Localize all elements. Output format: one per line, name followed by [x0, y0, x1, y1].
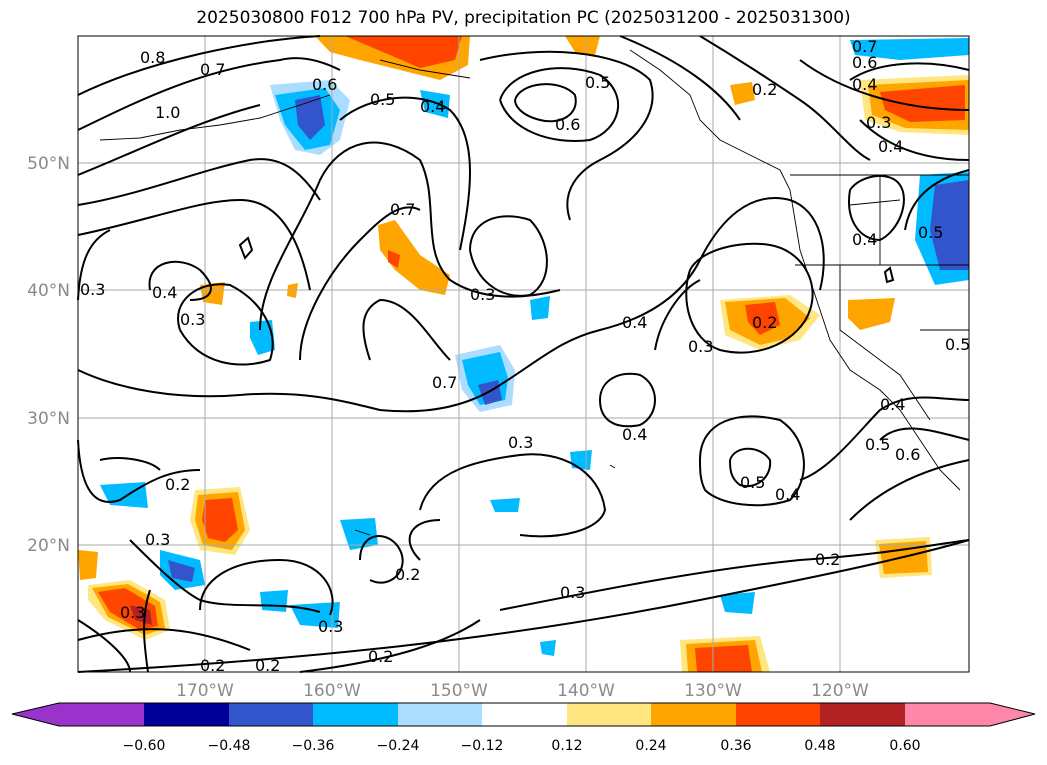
contour-label: 0.7 [852, 37, 877, 56]
latitude-labels: 50°N 40°N 30°N 20°N [27, 154, 70, 556]
colorbar-bin [567, 703, 651, 726]
lon-label: 120°W [811, 681, 869, 701]
contour-label: 0.4 [152, 283, 177, 302]
colorbar-tick: −0.12 [461, 738, 504, 754]
contour-label: 0.5 [945, 335, 970, 354]
contour-label: 0.7 [432, 373, 457, 392]
contour-label: 0.5 [865, 435, 890, 454]
lat-label: 40°N [27, 281, 70, 301]
contour-label: 0.2 [752, 80, 777, 99]
contour-label: 0.2 [165, 475, 190, 494]
contour-label: 0.4 [852, 230, 877, 249]
contour-label: 0.3 [180, 310, 205, 329]
colorbar-tick: −0.60 [123, 738, 166, 754]
colorbar-bin [59, 703, 144, 726]
colorbar-bin [651, 703, 736, 726]
contour-label: 0.2 [255, 656, 280, 675]
contour-label: 0.3 [508, 433, 533, 452]
contour-label: 0.6 [852, 53, 877, 72]
contour-labels: 0.8 0.7 1.0 0.6 0.5 0.4 0.5 0.6 0.2 0.3 … [80, 37, 970, 675]
colorbar-outline [11, 702, 1036, 727]
colorbar-bin [398, 703, 482, 726]
map-title: 2025030800 F012 700 hPa PV, precipitatio… [196, 8, 851, 28]
contour-label: 0.3 [145, 530, 170, 549]
contour-label: 0.6 [555, 115, 580, 134]
precip-shading [78, 36, 969, 672]
contour-label: 0.5 [370, 90, 395, 109]
lon-label: 160°W [303, 681, 361, 701]
graticule [78, 36, 969, 672]
contour-label: 0.2 [368, 647, 393, 666]
colorbar-bin [144, 703, 229, 726]
lat-label: 50°N [27, 154, 70, 174]
contour-label: 0.3 [866, 113, 891, 132]
contour-label: 0.3 [470, 285, 495, 304]
contour-label: 0.3 [318, 617, 343, 636]
contour-label: 0.2 [815, 550, 840, 569]
contour-label: 0.4 [420, 97, 445, 116]
colorbar-tick: −0.36 [292, 738, 335, 754]
contour-label: 0.4 [880, 395, 905, 414]
contour-label: 0.4 [775, 485, 800, 504]
contour-label: 0.6 [312, 75, 337, 94]
contour-label: 0.7 [200, 60, 225, 79]
lat-label: 20°N [27, 536, 70, 556]
map-border [77, 35, 970, 673]
colorbar: −0.60 −0.48 −0.36 −0.24 −0.12 0.12 0.24 … [11, 702, 1036, 754]
contour-label: 0.4 [852, 75, 877, 94]
contour-label: 0.5 [918, 223, 943, 242]
colorbar-extend-high [990, 703, 1035, 726]
lon-label: 170°W [176, 681, 234, 701]
lon-label: 140°W [557, 681, 615, 701]
colorbar-bin [313, 703, 398, 726]
colorbar-bin [820, 703, 905, 726]
contour-label: 0.6 [895, 445, 920, 464]
contour-label: 0.2 [200, 656, 225, 675]
colorbar-tick: 0.36 [720, 738, 751, 754]
contour-label: 0.3 [560, 583, 585, 602]
map-area [78, 36, 969, 672]
contour-label: 0.8 [140, 48, 165, 67]
colorbar-tick: 0.24 [635, 738, 666, 754]
colorbar-extend-low [12, 703, 59, 726]
contour-label: 0.4 [622, 313, 647, 332]
colorbar-tick: −0.24 [377, 738, 420, 754]
colorbar-tick: 0.48 [804, 738, 835, 754]
contour-label: 0.3 [120, 603, 145, 622]
colorbar-bin [736, 703, 820, 726]
contour-label: 0.3 [80, 280, 105, 299]
colorbar-tick: 0.60 [889, 738, 920, 754]
contour-label: 0.2 [752, 313, 777, 332]
contour-label: 0.3 [688, 337, 713, 356]
colorbar-bin [482, 703, 567, 726]
colorbar-tick: 0.12 [551, 738, 582, 754]
contour-label: 0.5 [585, 73, 610, 92]
colorbar-bin [229, 703, 313, 726]
contour-label: 1.0 [155, 103, 180, 122]
contour-label: 0.4 [622, 425, 647, 444]
longitude-labels: 170°W 160°W 150°W 140°W 130°W 120°W [176, 681, 869, 701]
colorbar-tick: −0.48 [208, 738, 251, 754]
contour-label: 0.2 [395, 565, 420, 584]
pv-contours [77, 35, 970, 673]
contour-label: 0.7 [390, 200, 415, 219]
lon-label: 130°W [684, 681, 742, 701]
colorbar-bin [905, 703, 990, 726]
contour-label: 0.4 [878, 137, 903, 156]
contour-label: 0.5 [740, 473, 765, 492]
lat-label: 30°N [27, 409, 70, 429]
lon-label: 150°W [430, 681, 488, 701]
